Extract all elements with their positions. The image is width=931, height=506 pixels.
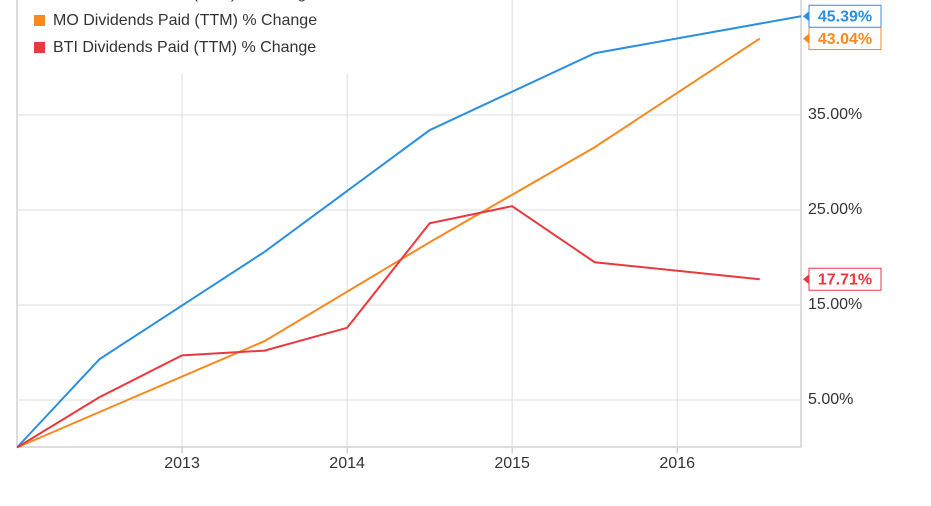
legend-box (24, 0, 388, 74)
series-line (16, 15, 802, 449)
x-tick-label: 2015 (494, 455, 530, 472)
y-tick-label: 5.00% (808, 391, 853, 408)
y-tick-label: 15.00% (808, 296, 862, 313)
legend-label: PM Dividends Paid (TTM) % Change (53, 0, 315, 2)
y-tick-label: 35.00% (808, 106, 862, 123)
end-label-text: 17.71% (818, 271, 872, 288)
legend-swatch (34, 42, 45, 53)
end-label: 43.04% (803, 27, 882, 51)
end-label-text: 45.39% (818, 8, 872, 25)
x-tick-label: 2016 (659, 455, 695, 472)
end-label-pointer (803, 11, 809, 22)
y-tick-label: 25.00% (808, 201, 862, 218)
end-label: 17.71% (803, 267, 882, 291)
legend-label: MO Dividends Paid (TTM) % Change (53, 12, 317, 29)
end-label: 45.39% (803, 4, 882, 28)
legend: PM Dividends Paid (TTM) % Change MO Divid… (24, 0, 388, 74)
x-tick-label: 2013 (164, 455, 200, 472)
legend-label: BTI Dividends Paid (TTM) % Change (53, 39, 316, 56)
end-label-pointer (803, 33, 809, 44)
end-label-pointer (803, 274, 809, 285)
series-line (16, 205, 760, 449)
end-label-text: 43.04% (818, 31, 872, 48)
legend-swatch (34, 15, 45, 26)
series-line (16, 37, 761, 449)
x-tick-label: 2014 (329, 455, 365, 472)
